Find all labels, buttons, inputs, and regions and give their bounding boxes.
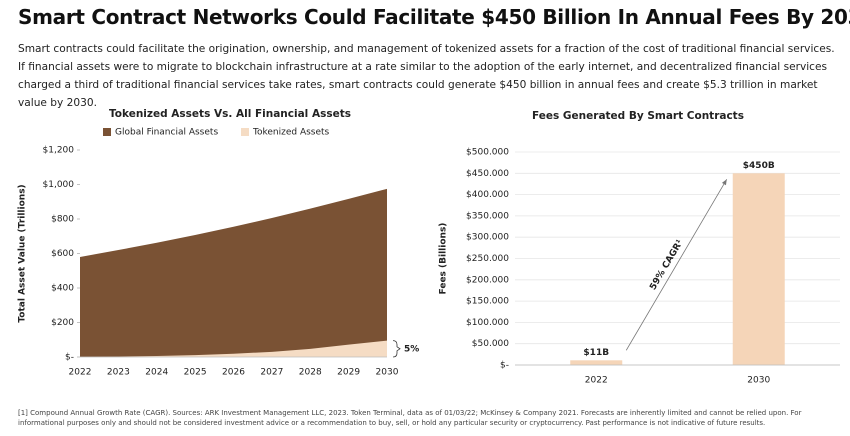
y-tick-label: $1,200	[43, 146, 75, 156]
chart-title: Fees Generated By Smart Contracts	[532, 110, 744, 122]
x-tick-label: 2024	[145, 368, 168, 378]
legend-label: Tokenized Assets	[252, 128, 330, 138]
page-title: Smart Contract Networks Could Facilitate…	[18, 5, 850, 29]
y-tick-label: $100.000	[466, 318, 509, 328]
area	[80, 340, 387, 357]
annotation: 5%	[404, 344, 419, 354]
brace	[392, 340, 401, 358]
y-tick-label: $-	[65, 353, 74, 363]
chart-title: Tokenized Assets Vs. All Financial Asset…	[109, 108, 351, 120]
bar	[570, 360, 623, 365]
x-tick-label: 2029	[337, 368, 360, 378]
footnote: [1] Compound Annual Growth Rate (CAGR). …	[18, 409, 802, 427]
y-tick-label: $200	[51, 318, 74, 328]
y-tick-label: $50.000	[472, 339, 509, 349]
y-tick-label: $-	[500, 361, 509, 371]
y-tick-label: $800	[51, 215, 74, 225]
y-tick-label: $1,000	[43, 180, 75, 190]
y-tick-label: $500.000	[466, 148, 509, 158]
area	[80, 188, 387, 357]
charts: Tokenized Assets Vs. All Financial Asset…	[18, 108, 840, 386]
arrow-head	[721, 179, 727, 186]
bar	[732, 173, 785, 365]
legend-swatch	[241, 128, 249, 136]
y-tick-label: $450.000	[466, 169, 509, 179]
legend-label: Global Financial Assets	[115, 128, 218, 138]
x-tick-label: 2026	[222, 368, 245, 378]
arrow	[625, 179, 728, 351]
x-tick-label: 2028	[299, 368, 322, 378]
y-axis-label: Total Asset Value (Trillions)	[18, 184, 28, 322]
y-tick-label: $400	[51, 284, 74, 294]
page-subtitle: Smart contracts could facilitate the ori…	[18, 43, 835, 109]
y-tick-label: $400.000	[466, 190, 509, 200]
x-tick-label: 2025	[184, 368, 207, 378]
legend-swatch	[103, 128, 111, 136]
y-tick-label: $350.000	[466, 211, 509, 221]
x-tick-label: 2030	[747, 376, 770, 386]
y-tick-label: $250.000	[466, 254, 509, 264]
x-tick-label: 2030	[376, 368, 399, 378]
x-tick-label: 2023	[107, 368, 130, 378]
value-label: $450B	[743, 161, 775, 171]
x-tick-label: 2027	[260, 368, 283, 378]
x-tick-label: 2022	[69, 368, 92, 378]
y-tick-label: $300.000	[466, 233, 509, 243]
y-tick-label: $600	[51, 249, 74, 259]
value-label: $11B	[583, 348, 609, 358]
y-tick-label: $150.000	[466, 297, 509, 307]
y-tick-label: $200.000	[466, 275, 509, 285]
annotation: 59% CAGR¹	[648, 238, 685, 292]
y-axis-label: Fees (Billions)	[439, 223, 449, 295]
x-tick-label: 2022	[585, 376, 608, 386]
